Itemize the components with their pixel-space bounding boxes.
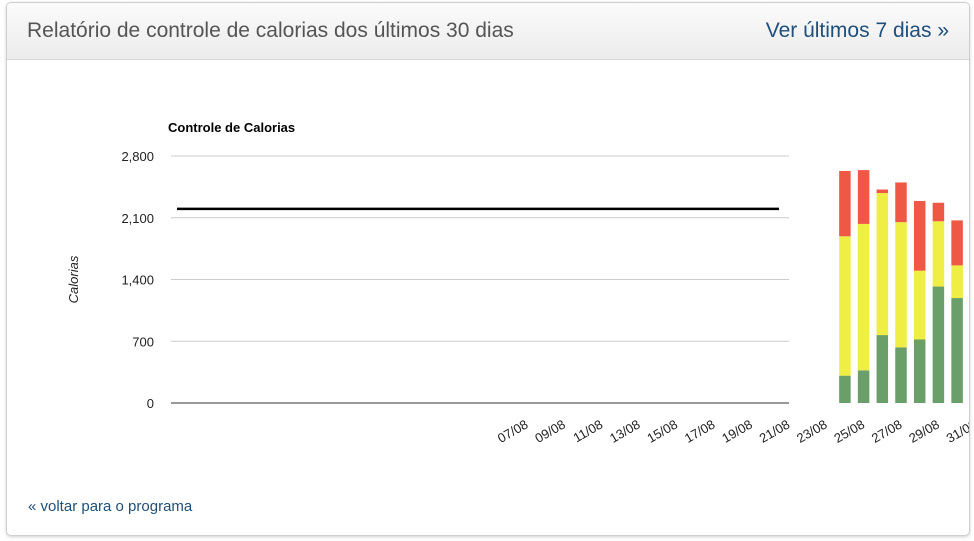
x-tick-label: 19/08 [719,417,755,446]
bar-segment-s1 [839,375,851,403]
bar-segment-s3 [839,170,851,237]
x-tick-label: 21/08 [757,417,793,446]
y-axis-label: Calorias [66,255,81,303]
x-tick-label: 31/08 [944,417,969,446]
bar-segment-s1 [895,347,907,403]
bar-segment-s1 [951,298,963,403]
x-tick-label: 17/08 [682,417,718,446]
x-tick-label: 13/08 [607,417,643,446]
y-tick-label: 2,800 [121,149,154,164]
x-tick-label: 15/08 [644,417,680,446]
bar-segment-s3 [895,182,907,223]
bar-segment-s3 [913,200,926,271]
x-axis-ticks: 07/08 09/08 11/08 13/08 15/08 17/08 19/08 21/08… [495,417,969,446]
bar-segment-s2 [913,270,926,340]
bar-segment-s1 [932,286,945,403]
y-tick-label: 0 [147,396,154,411]
bar-segment-s3 [857,170,870,224]
x-tick-label: 11/08 [570,417,605,446]
bar-segment-s2 [932,221,945,287]
calorie-chart: Controle de Calorias 0 700 1,400 2,100 2,800… [66,120,969,446]
bar-segment-s2 [895,222,907,348]
last-7-days-link[interactable]: Ver últimos 7 dias » [765,19,949,42]
bar-segment-s1 [857,370,870,403]
x-tick-label: 23/08 [794,417,830,446]
y-axis-ticks: 0 700 1,400 2,100 2,800 [121,149,154,411]
y-tick-label: 700 [132,334,154,349]
chart-title: Controle de Calorias [168,120,295,135]
x-tick-label: 27/08 [869,417,905,446]
report-panel: Relatório de controle de calorias dos úl… [6,2,970,536]
bar-segment-s2 [857,223,870,371]
bar-segment-s3 [951,220,963,266]
y-tick-label: 1,400 [121,273,154,288]
bar-segment-s3 [932,202,945,222]
chart-bars [839,170,963,403]
x-tick-label: 07/08 [495,417,531,446]
panel-header: Relatório de controle de calorias dos úl… [7,3,969,60]
x-tick-label: 09/08 [532,417,568,446]
back-to-program-link[interactable]: « voltar para o programa [28,498,193,515]
bar-segment-s3 [876,189,889,194]
chart-grid [171,155,789,342]
page-title: Relatório de controle de calorias dos úl… [27,19,514,42]
x-tick-label: 25/08 [831,417,867,446]
y-tick-label: 2,100 [121,211,154,226]
bar-segment-s2 [876,193,889,336]
bar-segment-s2 [839,236,851,376]
bar-segment-s1 [876,335,889,403]
x-tick-label: 29/08 [906,417,942,446]
bar-segment-s2 [951,265,963,299]
bar-segment-s1 [913,339,926,403]
